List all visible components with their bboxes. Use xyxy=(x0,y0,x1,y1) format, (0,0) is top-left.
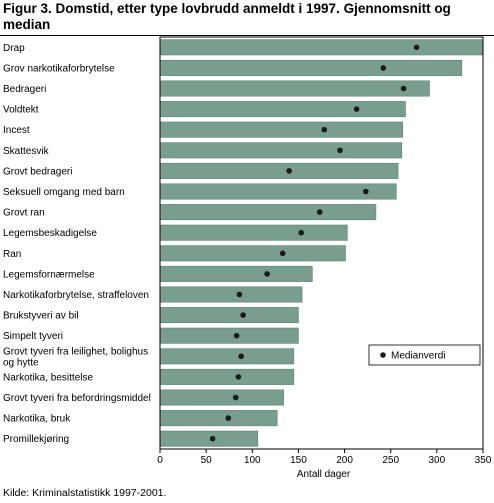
bar xyxy=(159,204,377,221)
x-tick-label: 250 xyxy=(382,455,399,466)
category-label: Grov narkotikaforbrytelse xyxy=(3,63,115,74)
median-point xyxy=(286,168,293,174)
median-point xyxy=(353,106,360,112)
median-point xyxy=(363,188,369,195)
category-label: Grovt tyveri fra befordringsmiddel xyxy=(3,393,151,404)
bar xyxy=(159,286,303,303)
category-label-line: og hytte xyxy=(3,357,39,368)
legend-label: Medianverdi xyxy=(391,351,445,362)
x-tick-label: 200 xyxy=(336,455,353,466)
category-label: Narkotika, bruk xyxy=(3,414,71,425)
median-point xyxy=(236,291,243,298)
bar xyxy=(159,142,403,159)
median-point xyxy=(400,85,407,92)
median-point xyxy=(209,435,216,442)
source-note: Kilde: Kriminalstatistikk 1997-2001. xyxy=(3,487,167,499)
median-point xyxy=(264,271,270,277)
bar xyxy=(159,389,284,406)
bar xyxy=(159,265,313,282)
bar xyxy=(159,80,430,97)
category-labels: Drap Grov narkotikaforbrytelse Bedrageri Vo… xyxy=(3,43,151,445)
category-label: Legemsfornærmelse xyxy=(3,269,95,280)
category-label: Seksuell omgang med barn xyxy=(3,187,125,198)
median-point xyxy=(233,332,240,339)
median-markers xyxy=(209,44,420,442)
median-point xyxy=(279,250,286,257)
median-point xyxy=(321,126,328,133)
bar xyxy=(159,368,295,385)
bar xyxy=(159,121,403,138)
legend: Medianverdi xyxy=(368,344,481,366)
category-label: Drap xyxy=(3,43,25,54)
category-label: Ran xyxy=(3,249,21,260)
category-label: Narkotikaforbrytelse, straffeloven xyxy=(3,290,149,301)
category-label: Promillekjøring xyxy=(3,434,69,445)
bar xyxy=(159,430,259,447)
bar xyxy=(159,59,463,76)
bar xyxy=(159,224,348,241)
median-point xyxy=(337,147,343,154)
bar xyxy=(159,245,346,262)
median-point xyxy=(238,353,244,360)
category-label: Incest xyxy=(3,125,30,136)
x-tick-label: 300 xyxy=(429,455,446,466)
median-point xyxy=(225,415,232,421)
bar xyxy=(159,307,299,324)
bar xyxy=(159,101,406,118)
category-label: Narkotika, besittelse xyxy=(3,372,93,383)
median-point xyxy=(380,65,387,71)
category-label: Voldtekt xyxy=(3,105,39,116)
category-label: Simpelt tyveri xyxy=(3,331,63,342)
x-tick-label: 0 xyxy=(157,455,163,466)
x-tick-label: 150 xyxy=(290,455,307,466)
x-tick-label: 350 xyxy=(475,455,492,466)
median-point xyxy=(235,374,242,380)
median-point xyxy=(240,312,246,318)
category-label: Skattesvik xyxy=(3,146,50,157)
bar xyxy=(159,410,278,427)
x-axis-title: Antall dager xyxy=(297,469,351,480)
x-tick-label: 100 xyxy=(244,455,261,466)
legend-marker xyxy=(380,352,386,358)
category-label: Grovt tyveri fra leilighet, bolighus og h… xyxy=(3,346,148,368)
median-point xyxy=(232,394,239,401)
category-label: Grovt ran xyxy=(3,208,45,219)
median-point xyxy=(298,229,305,236)
category-label: Bedrageri xyxy=(3,84,46,95)
x-axis: 0 50 100 150 200 250 300 350 xyxy=(157,449,492,466)
chart-title: Figur 3. Domstid, etter type lovbrudd an… xyxy=(3,1,451,32)
median-point xyxy=(316,209,323,215)
bar xyxy=(159,162,399,179)
x-tick-label: 50 xyxy=(201,455,213,466)
category-label: Brukstyveri av bil xyxy=(3,311,79,322)
bar xyxy=(159,327,299,344)
title-divider xyxy=(0,35,494,36)
category-label: Grovt bedrageri xyxy=(3,166,72,177)
category-label-line: Grovt tyveri fra leilighet, bolighus xyxy=(3,346,148,357)
plot-frame xyxy=(159,36,484,450)
legend-box xyxy=(368,344,481,366)
bar-series xyxy=(159,39,484,447)
median-point xyxy=(413,44,420,51)
bar xyxy=(159,39,484,56)
category-label: Legemsbeskadigelse xyxy=(3,228,97,239)
bar xyxy=(159,183,397,200)
bar xyxy=(159,348,295,365)
